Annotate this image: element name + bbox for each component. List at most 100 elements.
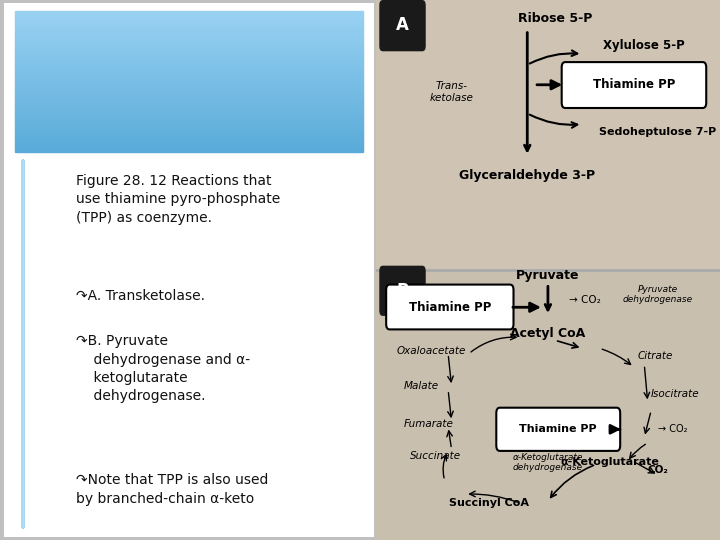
Bar <box>14 71 364 72</box>
Text: ↷Note that TPP is also used
by branched-chain α-keto: ↷Note that TPP is also used by branched-… <box>76 473 269 505</box>
Text: Isocitrate: Isocitrate <box>651 389 700 399</box>
Bar <box>14 56 364 57</box>
Bar <box>14 107 364 108</box>
Bar <box>14 122 364 123</box>
Bar <box>14 150 364 151</box>
Bar <box>14 65 364 66</box>
Bar <box>14 88 364 89</box>
Bar <box>14 106 364 107</box>
Bar <box>14 70 364 71</box>
Text: A: A <box>396 16 409 35</box>
Bar <box>14 52 364 53</box>
Text: ↷A. Transketolase.: ↷A. Transketolase. <box>76 289 205 303</box>
Text: ↷B. Pyruvate
    dehydrogenase and α-
    ketoglutarate
    dehydrogenase.: ↷B. Pyruvate dehydrogenase and α- ketogl… <box>76 334 250 403</box>
Bar <box>14 19 364 20</box>
Bar <box>14 42 364 43</box>
Bar <box>14 15 364 16</box>
Text: Citrate: Citrate <box>637 352 672 361</box>
Bar <box>14 44 364 45</box>
Bar <box>14 30 364 31</box>
Bar <box>14 41 364 42</box>
Bar <box>14 45 364 46</box>
Bar <box>14 74 364 75</box>
Bar <box>14 125 364 126</box>
Bar <box>14 29 364 30</box>
Bar <box>14 143 364 144</box>
Text: Figure 28. 12 Reactions that
use thiamine pyro-phosphate
(TPP) as coenzyme.: Figure 28. 12 Reactions that use thiamin… <box>76 174 280 225</box>
Bar <box>14 22 364 23</box>
Bar <box>14 83 364 84</box>
Bar <box>14 16 364 17</box>
Bar <box>14 118 364 119</box>
Bar <box>14 113 364 114</box>
Bar <box>14 54 364 55</box>
Bar <box>14 123 364 124</box>
Bar <box>14 129 364 130</box>
Bar <box>14 144 364 145</box>
Bar <box>14 79 364 80</box>
Bar <box>14 78 364 79</box>
Bar <box>14 146 364 147</box>
Bar <box>14 12 364 14</box>
Bar <box>14 40 364 41</box>
Bar <box>14 132 364 133</box>
Text: → CO₂: → CO₂ <box>569 295 600 305</box>
Text: Succinyl CoA: Succinyl CoA <box>449 498 529 508</box>
Bar <box>14 27 364 28</box>
Bar <box>14 119 364 120</box>
Bar <box>14 55 364 56</box>
Bar <box>14 124 364 125</box>
Bar <box>14 89 364 90</box>
Bar <box>14 98 364 99</box>
FancyBboxPatch shape <box>379 266 426 316</box>
Text: Pyruvate
dehydrogenase: Pyruvate dehydrogenase <box>623 285 693 304</box>
Bar <box>14 76 364 77</box>
Bar <box>14 142 364 143</box>
Bar <box>14 120 364 121</box>
Bar <box>14 23 364 24</box>
Bar <box>14 38 364 39</box>
Bar <box>14 139 364 140</box>
Bar <box>14 116 364 117</box>
Bar <box>14 108 364 109</box>
Bar <box>14 53 364 54</box>
Bar <box>14 151 364 152</box>
FancyBboxPatch shape <box>0 0 382 540</box>
FancyBboxPatch shape <box>496 408 620 451</box>
Bar <box>14 100 364 102</box>
Bar <box>14 24 364 25</box>
Bar <box>14 46 364 48</box>
Bar <box>14 126 364 127</box>
Text: Sedoheptulose 7-P: Sedoheptulose 7-P <box>600 127 716 137</box>
Bar <box>14 21 364 22</box>
Bar <box>14 58 364 59</box>
Bar <box>14 103 364 104</box>
Bar <box>14 20 364 21</box>
Bar <box>14 33 364 35</box>
Bar <box>14 77 364 78</box>
Bar <box>14 50 364 51</box>
Bar <box>14 147 364 149</box>
Bar <box>14 37 364 38</box>
Text: Trans-
ketolase: Trans- ketolase <box>430 81 474 103</box>
Bar <box>14 86 364 87</box>
Text: Oxaloacetate: Oxaloacetate <box>397 346 466 356</box>
Bar <box>14 114 364 116</box>
Bar <box>14 131 364 132</box>
Bar <box>14 102 364 103</box>
Bar <box>14 66 364 68</box>
Bar <box>14 97 364 98</box>
Bar <box>14 141 364 142</box>
Bar <box>14 64 364 65</box>
Bar <box>14 61 364 62</box>
Text: α-Ketoglutarate: α-Ketoglutarate <box>560 457 660 467</box>
Bar <box>14 73 364 74</box>
Bar <box>14 109 364 110</box>
Bar <box>14 69 364 70</box>
Bar <box>14 96 364 97</box>
Bar <box>14 63 364 64</box>
Text: Malate: Malate <box>403 381 438 391</box>
Bar <box>14 92 364 93</box>
Bar <box>14 39 364 40</box>
Bar <box>14 80 364 82</box>
